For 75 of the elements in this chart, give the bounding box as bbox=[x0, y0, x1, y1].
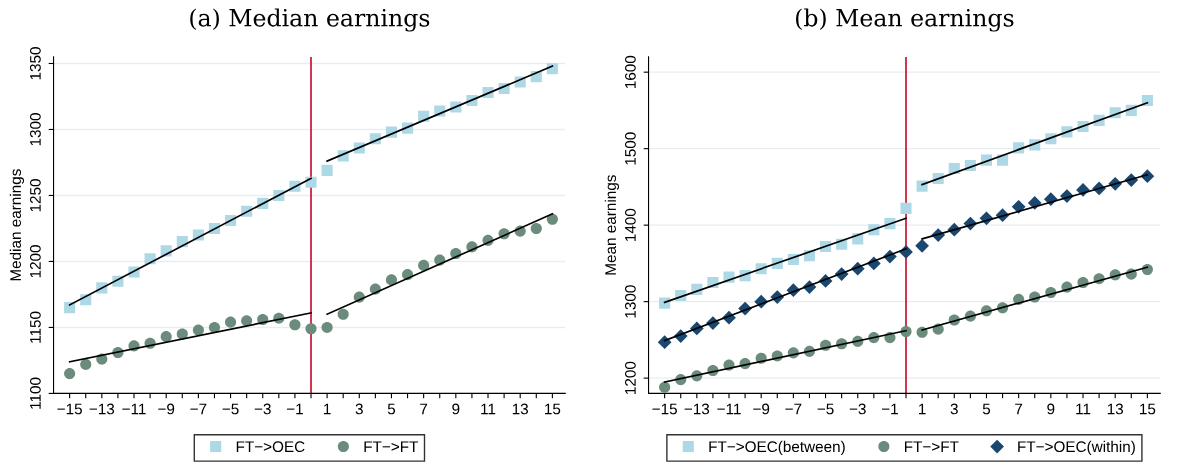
y-tick-label: 1200 bbox=[624, 361, 636, 394]
x-tick-label: 1 bbox=[324, 403, 331, 415]
x-tick-label: 1 bbox=[919, 403, 926, 415]
x-tick-label: 5 bbox=[387, 403, 396, 415]
point bbox=[418, 259, 430, 271]
x-tick-label: −5 bbox=[817, 403, 834, 415]
x-tick-label: −1 bbox=[881, 403, 898, 415]
point bbox=[321, 164, 333, 176]
point bbox=[337, 308, 349, 320]
point bbox=[900, 202, 912, 214]
x-tick-label: 9 bbox=[1047, 403, 1055, 415]
x-tick-label: 11 bbox=[1076, 403, 1091, 415]
x-tick-label: −9 bbox=[158, 403, 175, 415]
point bbox=[659, 297, 671, 309]
x-tick-label: 15 bbox=[1140, 403, 1156, 415]
x-tick-label: −11 bbox=[122, 403, 146, 415]
x-tick-label: −9 bbox=[753, 403, 770, 415]
point bbox=[241, 315, 253, 327]
legend-label: FT−>OEC bbox=[236, 441, 305, 453]
y-tick-label: 1300 bbox=[29, 113, 41, 146]
point bbox=[305, 323, 317, 335]
point bbox=[1011, 199, 1026, 214]
y-tick-label: 1350 bbox=[29, 47, 41, 80]
y-axis-title: Mean earnings bbox=[604, 175, 620, 275]
y-tick-label: 1250 bbox=[29, 179, 41, 212]
x-tick-label: −15 bbox=[57, 403, 82, 415]
x-tick-label: −1 bbox=[286, 403, 303, 415]
point bbox=[530, 222, 542, 235]
point bbox=[385, 274, 398, 286]
point bbox=[225, 316, 237, 328]
y-tick-label: 1150 bbox=[29, 311, 41, 343]
x-tick-label: −11 bbox=[717, 403, 741, 415]
x-tick-label: 5 bbox=[982, 403, 991, 415]
x-tick-label: 7 bbox=[420, 403, 428, 415]
x-tick-label: 7 bbox=[1015, 403, 1023, 415]
chart-title: (a) Median earnings bbox=[190, 8, 430, 32]
y-tick-label: 1600 bbox=[624, 55, 636, 88]
x-tick-label: −3 bbox=[254, 403, 271, 415]
x-tick-label: −13 bbox=[684, 403, 710, 415]
point bbox=[915, 238, 929, 253]
point bbox=[192, 324, 204, 336]
x-tick-label: −7 bbox=[190, 403, 207, 415]
point bbox=[80, 358, 92, 370]
legend-label: FT−>FT bbox=[904, 441, 959, 452]
point bbox=[208, 321, 221, 333]
y-tick-label: 1400 bbox=[624, 208, 636, 241]
y-tick-label: 1300 bbox=[624, 285, 636, 318]
x-tick-label: 11 bbox=[481, 403, 496, 415]
x-tick-label: 3 bbox=[355, 403, 363, 415]
point bbox=[289, 319, 301, 331]
point bbox=[160, 331, 172, 343]
chart-title: (b) Mean earnings bbox=[796, 8, 1014, 32]
legend-label: FT−>FT bbox=[364, 441, 419, 452]
point bbox=[546, 213, 558, 225]
x-tick-label: −3 bbox=[849, 403, 866, 415]
x-tick-label: −5 bbox=[222, 403, 239, 415]
x-tick-label: 13 bbox=[1107, 403, 1124, 415]
point bbox=[64, 368, 76, 380]
x-tick-label: 15 bbox=[545, 403, 561, 415]
x-tick-label: 9 bbox=[452, 403, 460, 415]
y-tick-label: 1500 bbox=[624, 132, 636, 165]
point bbox=[1141, 94, 1153, 107]
legend-label: FT−>OEC(between) bbox=[709, 440, 845, 456]
y-tick-label: 1100 bbox=[29, 377, 41, 409]
x-tick-label: −15 bbox=[652, 403, 677, 415]
x-tick-label: −7 bbox=[785, 403, 802, 415]
point bbox=[64, 302, 76, 314]
y-axis-title: Median earnings bbox=[9, 169, 25, 281]
x-tick-label: 13 bbox=[512, 403, 529, 415]
point bbox=[321, 321, 333, 333]
legend-label: FT−>OEC(within) bbox=[1018, 440, 1135, 456]
y-tick-label: 1200 bbox=[29, 245, 41, 278]
point bbox=[659, 381, 671, 393]
x-tick-label: 3 bbox=[950, 403, 958, 415]
x-tick-label: −13 bbox=[89, 403, 115, 415]
